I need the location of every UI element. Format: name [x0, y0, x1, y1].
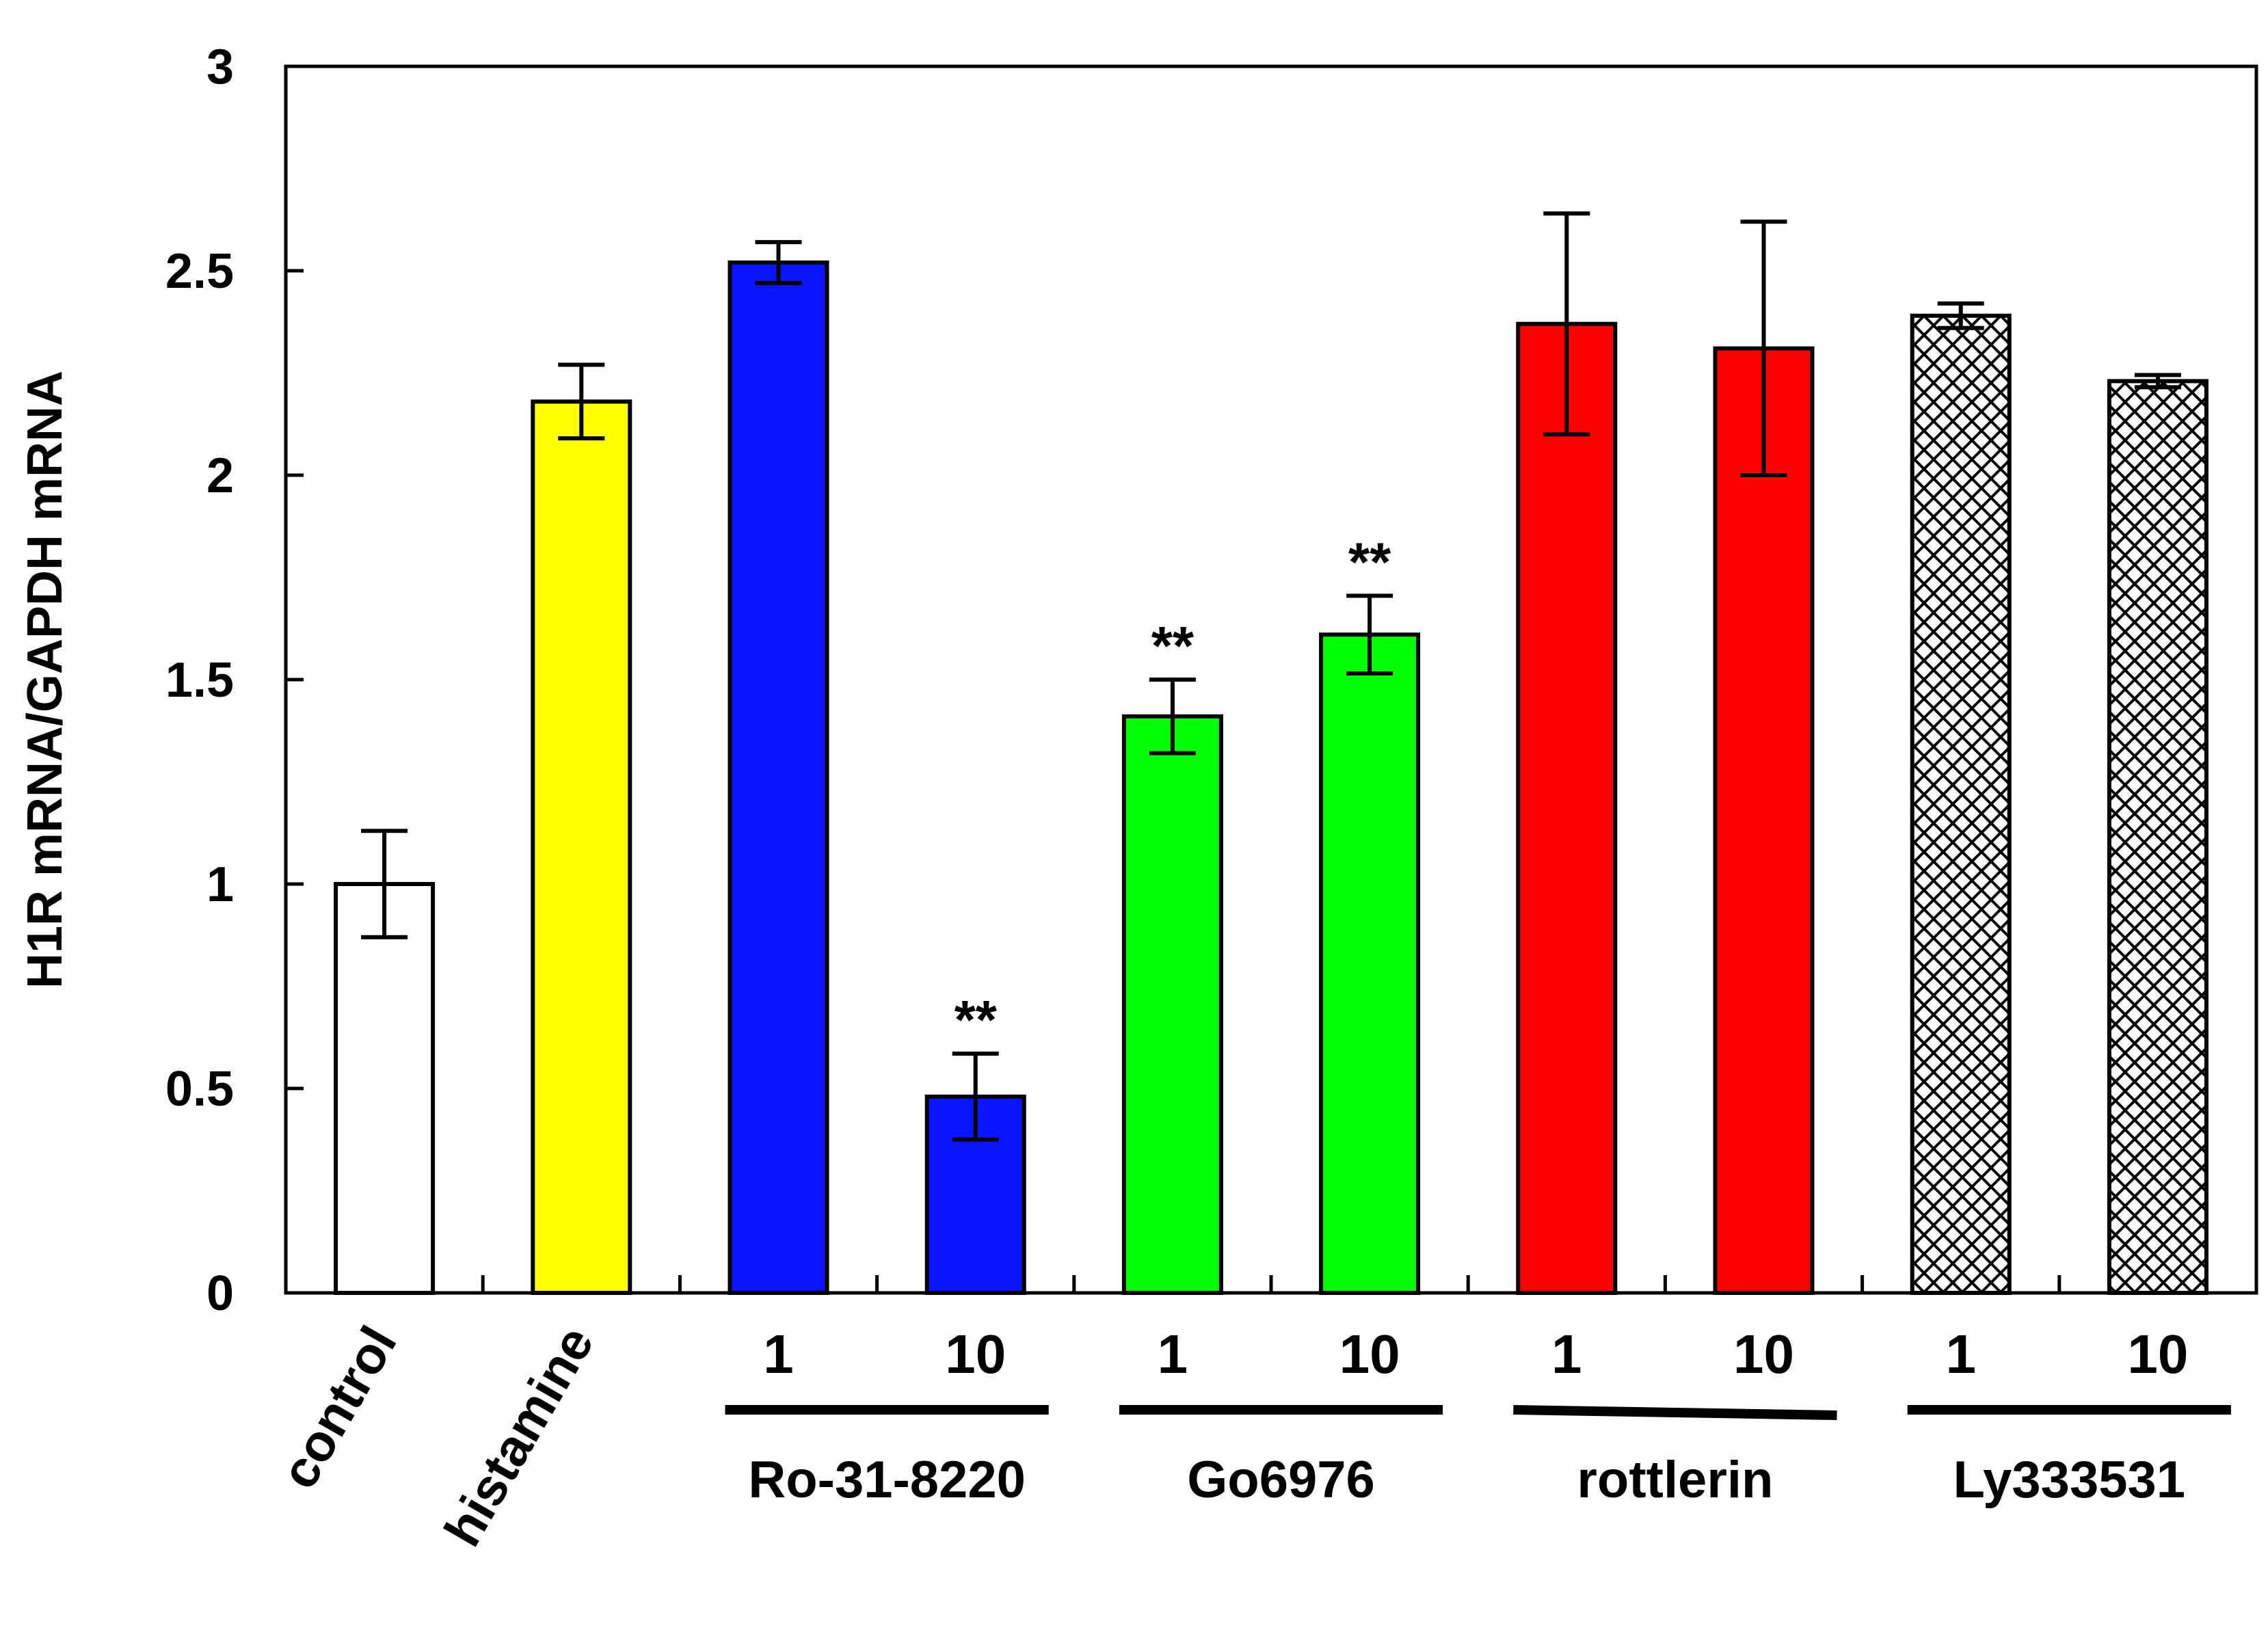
x-label-2: 1 — [763, 1324, 794, 1385]
bar-1 — [531, 399, 632, 1295]
x-label-5: 10 — [1339, 1324, 1400, 1385]
y-tick-label: 2.5 — [165, 244, 234, 299]
significance-mark-5: ** — [1348, 531, 1391, 592]
bar-8 — [1910, 313, 2012, 1295]
bar-5 — [1319, 632, 1421, 1295]
y-tick-label: 1 — [206, 857, 234, 912]
group-label-3: Ly333531 — [1953, 1451, 2185, 1509]
group-label-2: rottlerin — [1577, 1451, 1773, 1509]
significance-mark-3: ** — [955, 989, 998, 1050]
y-tick-label: 2 — [206, 449, 234, 503]
y-tick-label: 0.5 — [165, 1062, 234, 1116]
x-label-0: control — [269, 1317, 408, 1499]
x-label-6: 1 — [1551, 1324, 1582, 1385]
x-label-9: 10 — [2127, 1324, 2188, 1385]
y-axis-label: H1R mRNA/GAPDH mRNA — [18, 371, 72, 989]
group-label-0: Ro-31-8220 — [748, 1451, 1026, 1509]
significance-mark-4: ** — [1151, 615, 1195, 676]
bar-2 — [728, 260, 829, 1295]
x-label-1: histamine — [433, 1317, 605, 1556]
y-tick-label: 3 — [206, 40, 234, 94]
bar-0 — [334, 882, 436, 1295]
bar-6 — [1516, 321, 1618, 1295]
y-tick-label: 1.5 — [165, 653, 234, 708]
x-label-4: 1 — [1158, 1324, 1188, 1385]
group-line-2 — [1513, 1405, 1837, 1420]
group-label-1: Go6976 — [1187, 1451, 1375, 1509]
bar-7 — [1713, 346, 1815, 1295]
y-tick-label: 0 — [206, 1266, 234, 1321]
x-label-7: 10 — [1733, 1324, 1794, 1385]
bar-9 — [2107, 379, 2209, 1296]
x-label-3: 10 — [945, 1324, 1006, 1385]
bar-4 — [1121, 714, 1223, 1295]
x-label-8: 1 — [1945, 1324, 1976, 1385]
